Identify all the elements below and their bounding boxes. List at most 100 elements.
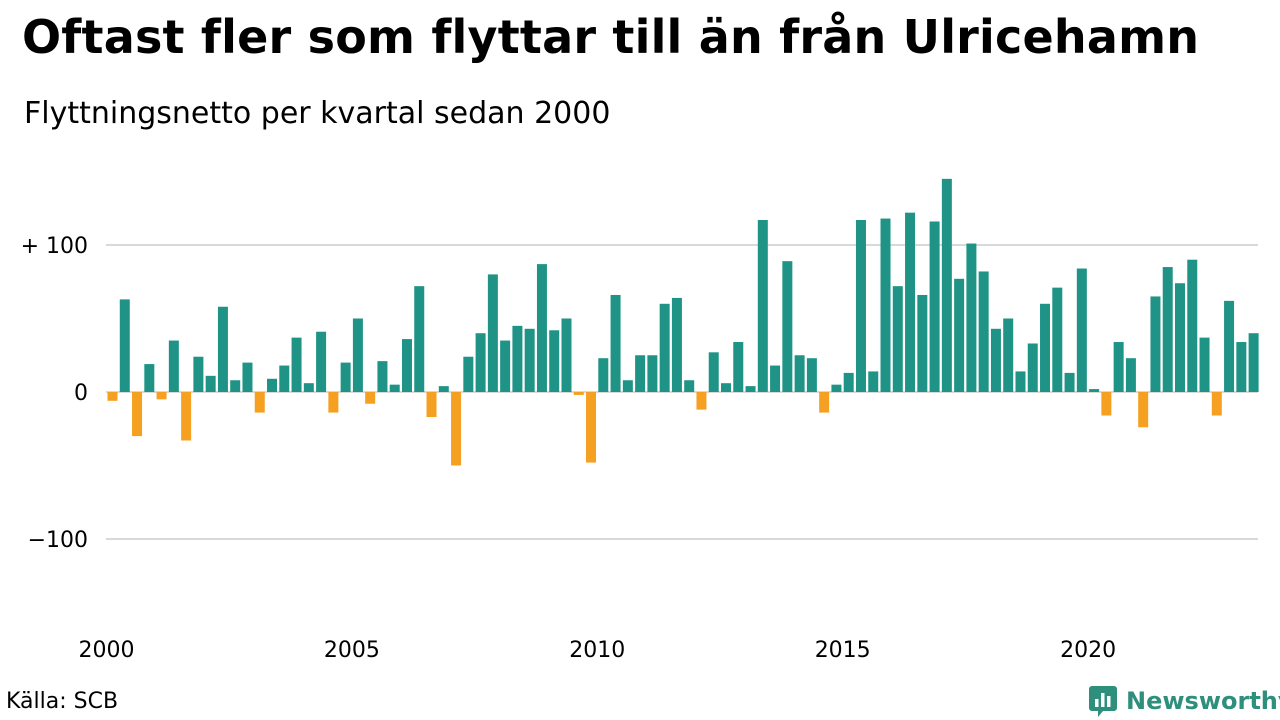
bar	[512, 325, 523, 392]
bar	[659, 303, 670, 392]
bar	[1052, 287, 1063, 392]
bar	[401, 339, 412, 392]
bar	[389, 384, 400, 392]
brand-name: Newsworthy	[1126, 687, 1280, 715]
chart-subtitle: Flyttningsnetto per kvartal sedan 2000	[24, 96, 611, 131]
bar	[1076, 268, 1087, 392]
bar	[978, 271, 989, 392]
bar	[438, 386, 449, 392]
bar	[843, 372, 854, 392]
bar	[905, 212, 916, 392]
bar	[868, 371, 879, 392]
bar	[721, 383, 731, 392]
bar	[1211, 392, 1222, 416]
bar	[205, 375, 216, 392]
bar	[217, 306, 228, 392]
y-tick-label: −100	[28, 528, 88, 553]
bar	[193, 356, 204, 392]
bar	[770, 365, 781, 392]
bar	[806, 358, 817, 392]
bar	[966, 243, 977, 392]
bar	[132, 392, 143, 437]
bar	[892, 286, 903, 392]
bar	[487, 274, 498, 392]
bar	[475, 333, 486, 392]
bar	[119, 299, 130, 392]
bar	[1224, 300, 1235, 392]
bar	[144, 364, 155, 392]
bar	[377, 361, 388, 392]
bar	[1187, 259, 1198, 392]
bar	[549, 330, 560, 392]
bar	[536, 264, 547, 392]
bar	[414, 286, 425, 392]
bar	[635, 355, 646, 392]
bar	[303, 383, 314, 392]
y-tick-label: + 100	[21, 234, 88, 259]
bar	[573, 392, 584, 395]
bars	[107, 178, 1259, 466]
bar	[242, 362, 253, 392]
bar	[941, 178, 952, 392]
bar	[1199, 337, 1210, 392]
bar	[745, 386, 756, 392]
y-axis-labels: + 100 0 −100	[21, 234, 88, 553]
x-tick-label: 2000	[79, 638, 135, 663]
bar	[880, 218, 891, 392]
bar	[463, 356, 474, 392]
bar	[1162, 267, 1173, 392]
bar	[855, 220, 866, 392]
bar	[1248, 333, 1259, 392]
bar	[1138, 392, 1149, 428]
chart-title: Oftast fler som flyttar till än från Ulr…	[22, 10, 1200, 64]
bar	[782, 261, 793, 392]
x-tick-label: 2010	[569, 638, 625, 663]
bar	[230, 380, 241, 392]
bar	[598, 358, 609, 392]
x-tick-label: 2015	[815, 638, 871, 663]
bar	[1150, 296, 1161, 392]
bar	[794, 355, 805, 392]
bar	[1236, 342, 1247, 392]
bar	[990, 328, 1001, 392]
bar	[291, 337, 302, 392]
bar	[684, 380, 695, 392]
bar	[1003, 318, 1014, 392]
bar	[1113, 342, 1124, 392]
bar	[352, 318, 363, 392]
source-note: Källa: SCB	[6, 689, 119, 714]
newsworthy-logo: Newsworthy	[1088, 684, 1280, 718]
bar	[561, 318, 572, 392]
bar	[500, 340, 511, 392]
bar	[696, 392, 707, 410]
bar	[107, 392, 118, 401]
bar	[156, 392, 167, 400]
bar	[929, 221, 940, 392]
bar	[733, 342, 744, 392]
bar	[267, 378, 278, 392]
bar	[1089, 389, 1100, 392]
bar	[819, 392, 830, 413]
bar	[328, 392, 339, 413]
newsworthy-logo-icon	[1089, 686, 1117, 717]
bar	[365, 392, 376, 404]
bar	[586, 392, 597, 463]
bar	[524, 328, 535, 392]
bar	[340, 362, 351, 392]
bar	[757, 220, 768, 392]
bar	[279, 365, 290, 392]
bar	[671, 297, 682, 392]
bar	[831, 384, 842, 392]
bar	[316, 331, 327, 392]
bar	[610, 294, 621, 392]
bar	[917, 294, 928, 392]
bar	[1101, 392, 1112, 416]
bar	[1064, 372, 1075, 392]
bar	[708, 352, 719, 392]
bar	[451, 392, 462, 466]
bar	[1174, 283, 1185, 392]
bar	[181, 392, 192, 441]
bar	[622, 380, 633, 392]
bar	[954, 278, 965, 392]
